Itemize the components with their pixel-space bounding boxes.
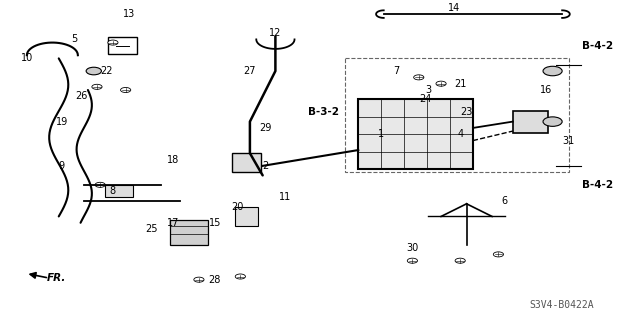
Text: 15: 15 bbox=[209, 218, 221, 228]
Circle shape bbox=[493, 252, 504, 257]
Circle shape bbox=[92, 84, 102, 89]
Circle shape bbox=[108, 40, 118, 45]
Text: 6: 6 bbox=[502, 196, 508, 206]
Text: 10: 10 bbox=[20, 53, 33, 63]
Text: 31: 31 bbox=[563, 136, 575, 145]
Circle shape bbox=[236, 274, 246, 279]
Text: 14: 14 bbox=[448, 3, 460, 13]
Circle shape bbox=[120, 87, 131, 93]
Text: 3: 3 bbox=[425, 85, 431, 95]
Text: FR.: FR. bbox=[47, 273, 67, 283]
Text: B-4-2: B-4-2 bbox=[582, 41, 612, 51]
Circle shape bbox=[436, 81, 446, 86]
Text: 11: 11 bbox=[279, 192, 291, 203]
Circle shape bbox=[86, 67, 101, 75]
Text: B-4-2: B-4-2 bbox=[582, 180, 612, 190]
Text: 5: 5 bbox=[72, 34, 78, 44]
FancyBboxPatch shape bbox=[358, 100, 473, 169]
Text: 24: 24 bbox=[419, 94, 431, 105]
Text: 13: 13 bbox=[123, 9, 135, 19]
Text: 23: 23 bbox=[460, 107, 473, 117]
FancyBboxPatch shape bbox=[170, 219, 209, 245]
Text: 28: 28 bbox=[209, 275, 221, 285]
Text: 1: 1 bbox=[378, 129, 383, 139]
FancyBboxPatch shape bbox=[108, 37, 137, 55]
Text: 29: 29 bbox=[260, 123, 272, 133]
Text: 22: 22 bbox=[100, 66, 113, 76]
Text: 18: 18 bbox=[167, 154, 180, 165]
FancyBboxPatch shape bbox=[232, 153, 261, 172]
Text: 8: 8 bbox=[110, 186, 116, 196]
Text: 21: 21 bbox=[454, 79, 467, 89]
Circle shape bbox=[543, 117, 562, 126]
Text: 16: 16 bbox=[540, 85, 552, 95]
FancyBboxPatch shape bbox=[105, 185, 133, 197]
Text: 26: 26 bbox=[75, 91, 87, 101]
Circle shape bbox=[407, 258, 417, 263]
Circle shape bbox=[543, 66, 562, 76]
Circle shape bbox=[455, 258, 465, 263]
Text: 17: 17 bbox=[167, 218, 180, 228]
Text: S3V4-B0422A: S3V4-B0422A bbox=[530, 300, 595, 310]
Circle shape bbox=[95, 182, 105, 187]
FancyBboxPatch shape bbox=[236, 207, 258, 226]
Text: B-3-2: B-3-2 bbox=[308, 107, 339, 117]
Text: 25: 25 bbox=[145, 224, 157, 234]
Text: 27: 27 bbox=[244, 66, 256, 76]
Text: 7: 7 bbox=[394, 66, 399, 76]
Text: 20: 20 bbox=[231, 202, 243, 212]
Text: 4: 4 bbox=[457, 129, 463, 139]
FancyBboxPatch shape bbox=[513, 111, 548, 133]
Text: 19: 19 bbox=[56, 117, 68, 127]
Text: 12: 12 bbox=[269, 28, 282, 38]
Text: 2: 2 bbox=[262, 161, 269, 171]
Circle shape bbox=[194, 277, 204, 282]
Text: 9: 9 bbox=[59, 161, 65, 171]
Circle shape bbox=[413, 75, 424, 80]
Text: 30: 30 bbox=[406, 243, 419, 253]
